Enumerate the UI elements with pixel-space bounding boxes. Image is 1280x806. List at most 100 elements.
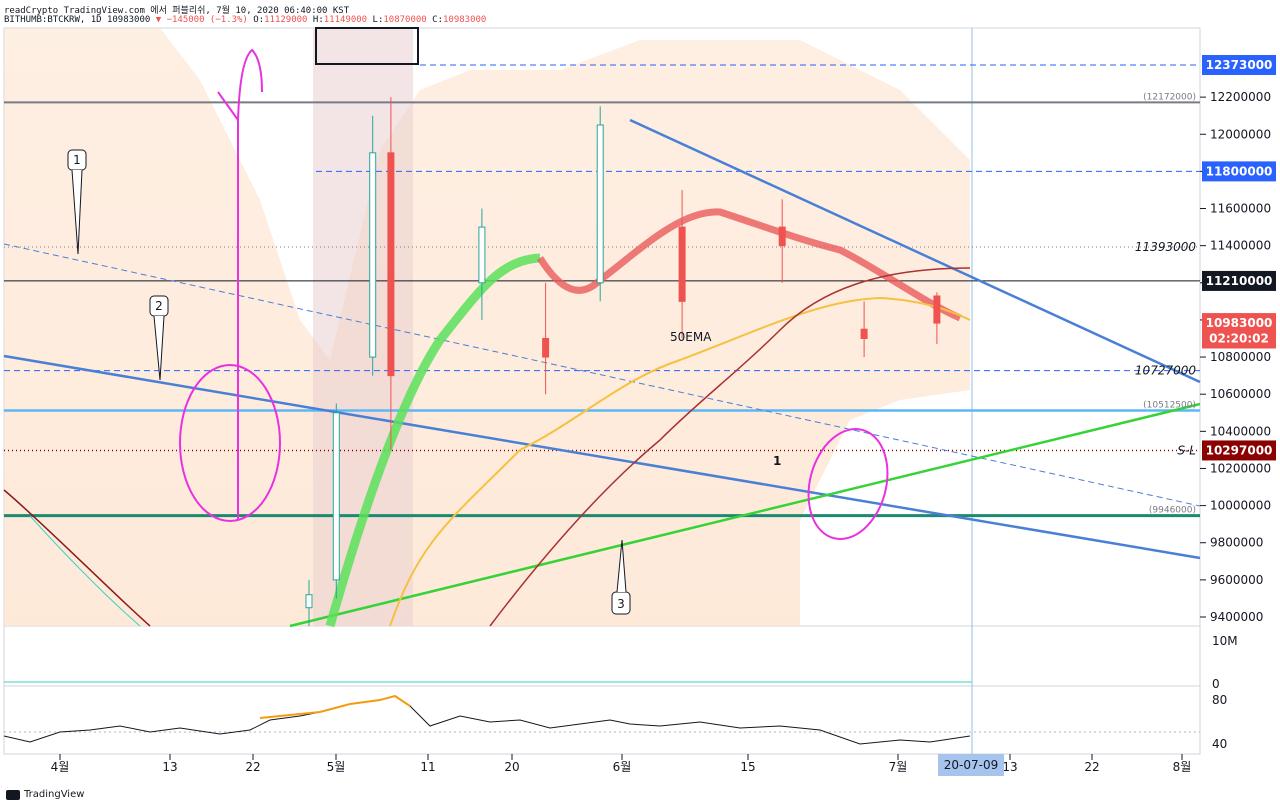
change-text: ▼ −145000 (−1.3%) (155, 15, 248, 25)
time-tick-label: 6월 (613, 760, 632, 774)
callout-2: 2 (149, 295, 169, 381)
tradingview-logo-icon (6, 789, 20, 800)
candle-body (332, 412, 340, 581)
price-tick-label: 9800000 (1210, 536, 1263, 550)
candles (305, 97, 941, 627)
mark-1: 1 (773, 454, 781, 468)
current-date-text: 20-07-09 (944, 758, 998, 772)
candle-body (678, 226, 686, 302)
price-tick-label: 12200000 (1210, 90, 1271, 104)
price-labels: 12373000 11800000 11210000 1098300002:20:02… (1202, 55, 1276, 461)
candle-body (542, 337, 550, 358)
tradingview-footer[interactable]: TradingView (6, 789, 84, 800)
ohlc-o-value: 11129000 (264, 15, 308, 25)
price-tick-label: 9600000 (1210, 573, 1263, 587)
footer-brand: TradingView (24, 789, 85, 800)
time-tick-label: 7월 (889, 760, 908, 774)
time-tick-label: 13 (162, 760, 177, 774)
price-label-bg (1202, 55, 1276, 75)
volume-pane (3, 625, 1201, 687)
rsi-line (3, 695, 971, 745)
inline-labels: 11393000 10727000 (12172000) (10512500) (994… (1135, 92, 1196, 515)
callout-3: 3 (611, 539, 631, 615)
price-tick-label: 12000000 (1210, 127, 1271, 141)
green-support-line (289, 402, 1201, 628)
time-tick-label: 22 (1084, 760, 1099, 774)
price-label-bg (1202, 270, 1276, 291)
time-tick-label: 15 (740, 760, 755, 774)
callout-3-text: 3 (617, 597, 625, 611)
time-tick-label: 5월 (327, 760, 346, 774)
candle-body (387, 152, 395, 377)
inline-price-label: 11393000 (1135, 240, 1196, 254)
rsi-tick-40: 40 (1212, 737, 1227, 751)
price-tick-label: 11600000 (1210, 202, 1271, 216)
red-ribbon (537, 208, 962, 322)
price-label-text: 02:20:02 (1209, 331, 1269, 345)
candle-body (478, 226, 486, 284)
price-label-text: 10983000 (1206, 316, 1273, 330)
rsi-pane (3, 685, 1201, 755)
inline-price-label: (10512500) (1143, 400, 1196, 410)
left-cyan-line (29, 515, 141, 627)
price-tick-label: 10200000 (1210, 461, 1271, 475)
ohlc-h-value: 11149000 (323, 15, 368, 25)
magenta-circle-left (179, 364, 281, 522)
price-label-text: 11800000 (1206, 164, 1273, 178)
time-tick-label: 11 (420, 760, 435, 774)
ohlc-l-label: L: (367, 15, 384, 25)
left-descending-line (3, 489, 151, 627)
time-tick-label: 22 (245, 760, 260, 774)
lower-blue-trendline (3, 354, 1201, 560)
candle-body (596, 124, 604, 284)
time-tick-label: 8월 (1173, 760, 1192, 774)
level-lines (4, 64, 1200, 518)
inline-price-label: (12172000) (1143, 92, 1196, 102)
rsi-tick-80: 80 (1212, 693, 1227, 707)
time-axis[interactable]: 4월 13 22 5월 11 20 6월 15 7월 13 22 8월 (51, 754, 1192, 774)
range-box (315, 27, 419, 65)
ohlc-c-value: 10983000 (443, 15, 487, 25)
time-tick-label: 20 (504, 760, 519, 774)
candle-body (860, 328, 868, 339)
price-label-bg (1202, 161, 1276, 182)
candle-body (778, 226, 786, 247)
price-label-text: 10297000 (1206, 443, 1273, 457)
volume-tick-10m: 10M (1212, 634, 1238, 648)
symbol-line: BITHUMB:BTCKRW, 1D 10983000 ▼ −145000 (−… (4, 15, 486, 25)
inline-price-label: 10727000 (1135, 364, 1196, 378)
ohlc-c-label: C: (426, 15, 443, 25)
magenta-circle-right (807, 428, 889, 540)
volume-tick-0: 0 (1212, 677, 1220, 691)
price-tick-label: 10400000 (1210, 424, 1271, 438)
publish-line: readCrypto TradingView.com 에서 퍼블리쉬, 7월 1… (4, 6, 350, 16)
price-tick-label: 10000000 (1210, 499, 1271, 513)
price-tick-label: 10600000 (1210, 387, 1271, 401)
dashed-blue-trendline (3, 243, 1201, 507)
green-ribbon (325, 253, 541, 628)
trend-lines (3, 118, 1201, 628)
upper-blue-trendline (629, 118, 1201, 384)
price-tick-label: 10800000 (1210, 350, 1271, 364)
price-tick-label: 11400000 (1210, 239, 1271, 253)
time-tick-label: 13 (1002, 760, 1017, 774)
price-label-bg (1202, 440, 1276, 461)
price-tick-label: 9400000 (1210, 610, 1263, 624)
inline-price-label: (9946000) (1149, 506, 1196, 516)
candle-body (369, 152, 377, 358)
symbol-text: BITHUMB:BTCKRW, 1D 10983000 (4, 15, 151, 25)
inline-price-label: S-L (1177, 443, 1196, 457)
callout-1: 1 (67, 149, 87, 255)
highlight-box (313, 28, 413, 626)
rsi-overbought-segment (259, 694, 411, 719)
cloud-area (4, 28, 970, 626)
price-label-text: 11210000 (1206, 274, 1273, 288)
candle-body (933, 295, 941, 324)
magenta-arrow (217, 48, 263, 520)
ohlc-o-label: O: (253, 15, 265, 25)
callout-2-text: 2 (155, 299, 163, 313)
current-date-badge (938, 754, 1004, 776)
price-label-bg (1202, 313, 1276, 334)
ohlc-h-label: H: (307, 15, 324, 25)
